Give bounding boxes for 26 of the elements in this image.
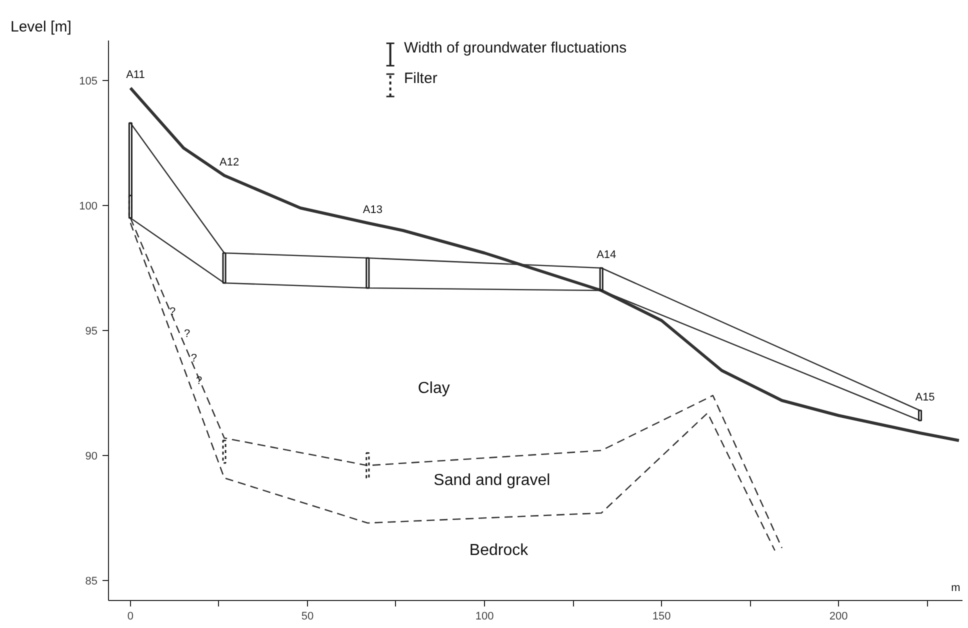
annotation: A12	[219, 156, 240, 168]
annotation: Sand and gravel	[434, 472, 550, 490]
y-tick-label: 95	[85, 326, 98, 338]
x-tick-label: 0	[127, 610, 134, 622]
x-tick-label: 50	[301, 610, 314, 622]
x-axis-title: m	[951, 582, 960, 594]
annotation: A11	[126, 69, 145, 81]
y-tick-label: 100	[79, 200, 98, 212]
y-tick-label: 105	[79, 76, 98, 88]
annotation: ?	[190, 352, 197, 365]
legend-label: Width of groundwater fluctuations	[404, 39, 627, 56]
annotation: Clay	[418, 380, 450, 397]
y-tick-label: 85	[85, 576, 98, 588]
y-tick-label: 90	[85, 450, 98, 462]
annotation: Bedrock	[469, 542, 530, 560]
annotation: ?	[169, 306, 176, 318]
annotation: ?	[184, 328, 190, 340]
x-tick-label: 150	[652, 610, 671, 622]
annotation: A14	[596, 249, 616, 261]
annotation: A13	[362, 204, 382, 216]
y-axis-title: Level [m]	[10, 18, 72, 36]
legend-label: Filter	[404, 70, 438, 88]
annotation: ?	[196, 374, 202, 387]
x-tick-label: 200	[829, 610, 848, 622]
annotation: A15	[915, 392, 935, 404]
x-tick-label: 100	[475, 610, 494, 622]
